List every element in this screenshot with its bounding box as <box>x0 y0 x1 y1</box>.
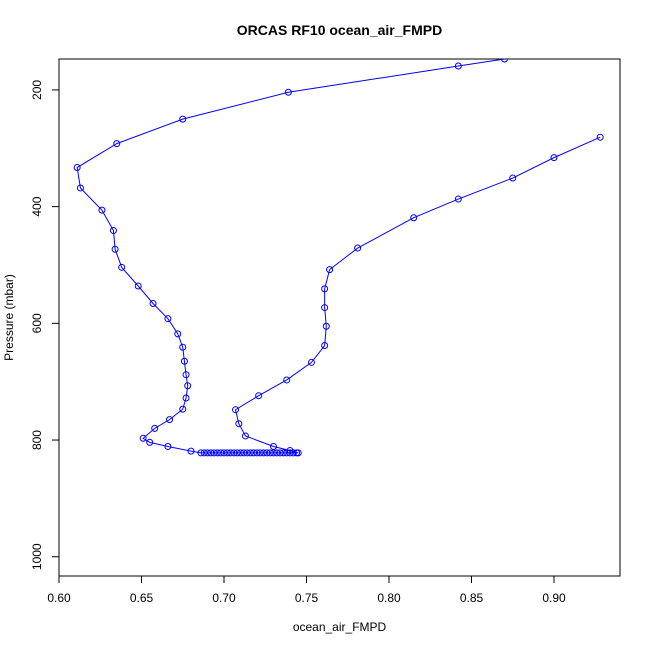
data-point <box>235 420 243 428</box>
data-point <box>146 438 154 446</box>
chart-title: ORCAS RF10 ocean_air_FMPD <box>237 22 442 38</box>
data-point <box>354 244 362 252</box>
data-point <box>149 300 157 307</box>
data-point <box>454 195 462 203</box>
data-point <box>111 245 119 253</box>
y-tick-label: 200 <box>30 80 44 100</box>
data-point <box>179 343 187 351</box>
data-point <box>501 59 508 63</box>
data-point <box>73 164 81 172</box>
data-point <box>179 405 187 413</box>
data-point <box>164 315 172 323</box>
data-point <box>454 62 462 70</box>
data-point <box>174 330 182 338</box>
data-point <box>294 449 302 457</box>
data-point <box>509 174 517 182</box>
data-point <box>241 432 249 440</box>
data-point <box>232 406 240 414</box>
data-point <box>182 394 190 402</box>
y-tick-label: 1000 <box>30 543 44 570</box>
data-point <box>266 449 274 457</box>
data-point <box>307 358 315 366</box>
data-point <box>220 449 228 457</box>
data-point <box>207 449 215 457</box>
y-tick-label: 600 <box>30 313 44 333</box>
x-tick-label: 0.90 <box>542 591 566 605</box>
y-tick-label: 800 <box>30 430 44 450</box>
data-point <box>279 449 287 457</box>
data-point <box>151 424 159 432</box>
data-point <box>286 447 294 455</box>
x-axis-label: ocean_air_FMPD <box>293 620 387 634</box>
data-point <box>237 449 244 457</box>
x-axis: 0.60 0.65 0.70 0.75 0.80 0.85 0.90 <box>47 575 566 605</box>
data-point <box>166 416 174 424</box>
data-point <box>321 342 329 350</box>
data-point <box>240 449 248 457</box>
data-point <box>118 263 126 271</box>
data-point <box>197 449 205 457</box>
data-point <box>113 140 121 148</box>
data-point <box>550 154 558 162</box>
data-point <box>139 434 147 442</box>
data-point <box>204 449 211 457</box>
data-point <box>246 449 254 457</box>
data-point <box>200 449 208 457</box>
data-point <box>410 214 418 222</box>
data-point <box>250 449 258 457</box>
x-tick-label: 0.85 <box>460 591 484 605</box>
data-point <box>596 133 604 141</box>
x-tick-label: 0.60 <box>47 591 71 605</box>
data-point <box>184 382 192 390</box>
data-point <box>273 449 281 457</box>
data-point <box>322 322 330 330</box>
data-point <box>283 376 291 384</box>
data-point <box>263 449 271 457</box>
data-point <box>109 227 117 235</box>
data-point <box>217 449 225 457</box>
data-point <box>134 282 142 290</box>
data-point <box>179 115 187 123</box>
data-point <box>213 449 221 457</box>
data-point <box>284 88 292 96</box>
data-point <box>182 371 190 379</box>
series-layer <box>73 59 604 457</box>
data-point <box>276 449 284 457</box>
data-point <box>253 449 261 457</box>
data-point <box>270 442 277 450</box>
x-tick-label: 0.65 <box>130 591 154 605</box>
data-point <box>233 449 241 457</box>
data-point <box>180 357 188 365</box>
y-axis: 200 400 600 800 1000 <box>30 80 60 570</box>
data-point <box>326 266 334 274</box>
x-tick-label: 0.70 <box>212 591 236 605</box>
data-point <box>243 449 251 457</box>
y-tick-label: 400 <box>30 196 44 216</box>
data-point <box>286 449 294 457</box>
data-point <box>76 184 84 192</box>
data-point <box>210 449 218 457</box>
data-point <box>256 449 264 457</box>
data-point <box>260 449 268 457</box>
data-point <box>98 206 106 214</box>
data-point <box>187 447 195 455</box>
data-point <box>223 449 231 457</box>
data-point <box>227 449 235 457</box>
y-axis-label: Pressure (mbar) <box>2 274 16 361</box>
data-point <box>230 449 238 457</box>
data-point <box>321 304 329 312</box>
x-tick-label: 0.80 <box>377 591 401 605</box>
data-point <box>321 285 329 293</box>
data-point <box>164 442 172 450</box>
x-tick-label: 0.75 <box>295 591 319 605</box>
data-point <box>255 392 263 400</box>
